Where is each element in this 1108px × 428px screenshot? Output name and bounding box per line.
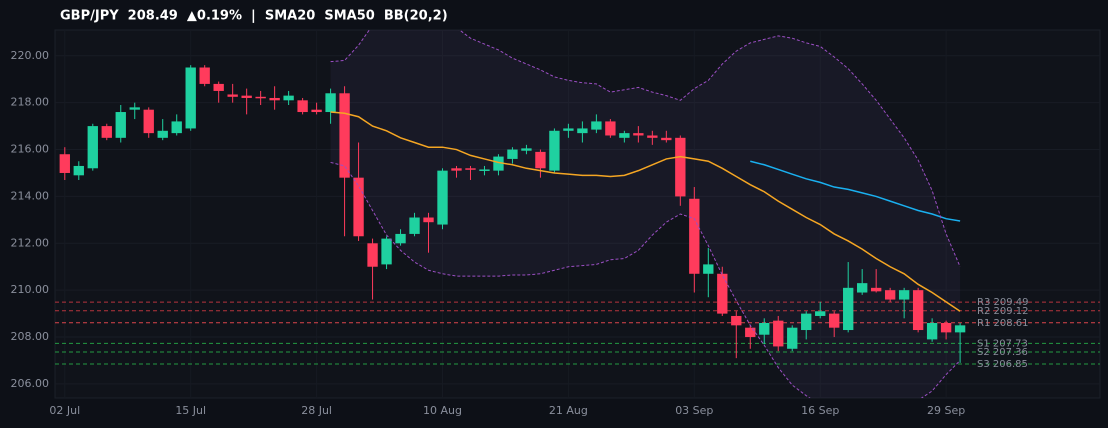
candle-body (409, 217, 420, 234)
candle-body (870, 287, 882, 292)
candle-body (297, 100, 308, 113)
candle-body (661, 137, 672, 141)
candle-body (213, 83, 224, 91)
y-tick-label: 218.00 (11, 96, 50, 109)
candle-body (451, 168, 462, 171)
overlay-line (330, 30, 961, 267)
candle-body (241, 95, 252, 98)
level-label: S1 207.73 (977, 338, 1028, 349)
candle-body (227, 94, 238, 97)
candle-body (926, 322, 938, 340)
candle-body (129, 107, 140, 110)
x-tick-label: 21 Aug (549, 404, 588, 417)
level-label: S2 207.36 (977, 347, 1028, 358)
candle-body (954, 325, 966, 333)
candle-body (619, 133, 630, 138)
chart-title: GBP/JPY 208.49 ▲0.19% | SMA20 SMA50 BB(2… (60, 9, 448, 24)
candle-body (591, 121, 602, 130)
candle-body (199, 67, 210, 84)
candle-body (703, 264, 714, 274)
level-label: R3 209.49 (977, 297, 1028, 308)
y-tick-label: 206.00 (11, 377, 50, 390)
candle-body (675, 137, 686, 197)
x-tick-label: 10 Aug (423, 404, 462, 417)
candle-body (829, 313, 840, 328)
candle-body (311, 109, 322, 113)
candle-body (283, 95, 294, 101)
candle-body (479, 169, 490, 171)
candle-body (801, 313, 812, 331)
overlay-line (750, 160, 961, 222)
candle-body (325, 93, 336, 113)
candle-body (143, 109, 154, 134)
level-label: S3 206.85 (977, 359, 1028, 370)
y-tick-label: 216.00 (11, 143, 50, 156)
candle-body (577, 128, 588, 134)
candle-body (101, 126, 112, 138)
candle-body (633, 133, 644, 136)
x-tick-label: 28 Jul (301, 404, 332, 417)
candle-body (395, 233, 406, 244)
candle-body (787, 327, 798, 349)
candle-body (535, 151, 546, 169)
candle-body (269, 97, 280, 101)
x-tick-label: 16 Sep (801, 404, 839, 417)
candle-body (507, 149, 518, 159)
y-tick-label: 210.00 (11, 283, 50, 296)
candle-body (843, 287, 854, 331)
candle-body (367, 243, 378, 267)
candle-body (815, 311, 826, 316)
y-tick-label: 208.00 (11, 330, 50, 343)
bollinger-fill (330, 30, 961, 398)
candle-body (437, 170, 448, 225)
overlay-line (330, 161, 961, 398)
candle-body (898, 290, 910, 300)
plot-layer (55, 30, 1100, 398)
candle-body (940, 322, 952, 333)
candle-body (717, 273, 728, 314)
candle-body (339, 93, 350, 178)
candle-body (689, 198, 700, 274)
candle-body (563, 128, 574, 131)
x-tick-label: 03 Sep (675, 404, 713, 417)
x-tick-label: 02 Jul (49, 404, 80, 417)
candle-body (549, 130, 560, 171)
y-tick-label: 212.00 (11, 236, 50, 249)
candle-body (759, 322, 770, 335)
y-tick-label: 220.00 (11, 49, 50, 62)
candle-body (745, 327, 756, 338)
overlay-line (330, 111, 961, 312)
candle-body (87, 126, 98, 169)
level-label: R1 208.61 (977, 318, 1028, 329)
candle-body (773, 320, 784, 347)
candle-body (185, 67, 196, 129)
candle-body (423, 217, 434, 223)
y-tick-label: 214.00 (11, 189, 50, 202)
candle-body (157, 130, 168, 138)
candle-body (521, 148, 532, 151)
candle-body (73, 165, 84, 176)
candle-body (465, 168, 476, 170)
candle-body (857, 283, 868, 293)
candle-body (493, 156, 504, 171)
candle-body (115, 112, 126, 138)
candle-body (912, 290, 924, 331)
candle-body (647, 135, 658, 138)
candle-body (255, 96, 266, 99)
level-label: R2 209.12 (977, 306, 1028, 317)
candle-body (59, 154, 70, 173)
candle-body (171, 121, 182, 134)
candle-body (731, 315, 742, 326)
candle-body (381, 238, 392, 265)
x-tick-label: 29 Sep (927, 404, 965, 417)
candle-body (884, 290, 896, 300)
candle-body (605, 121, 616, 136)
x-tick-label: 15 Jul (175, 404, 206, 417)
candle-body (353, 177, 364, 237)
